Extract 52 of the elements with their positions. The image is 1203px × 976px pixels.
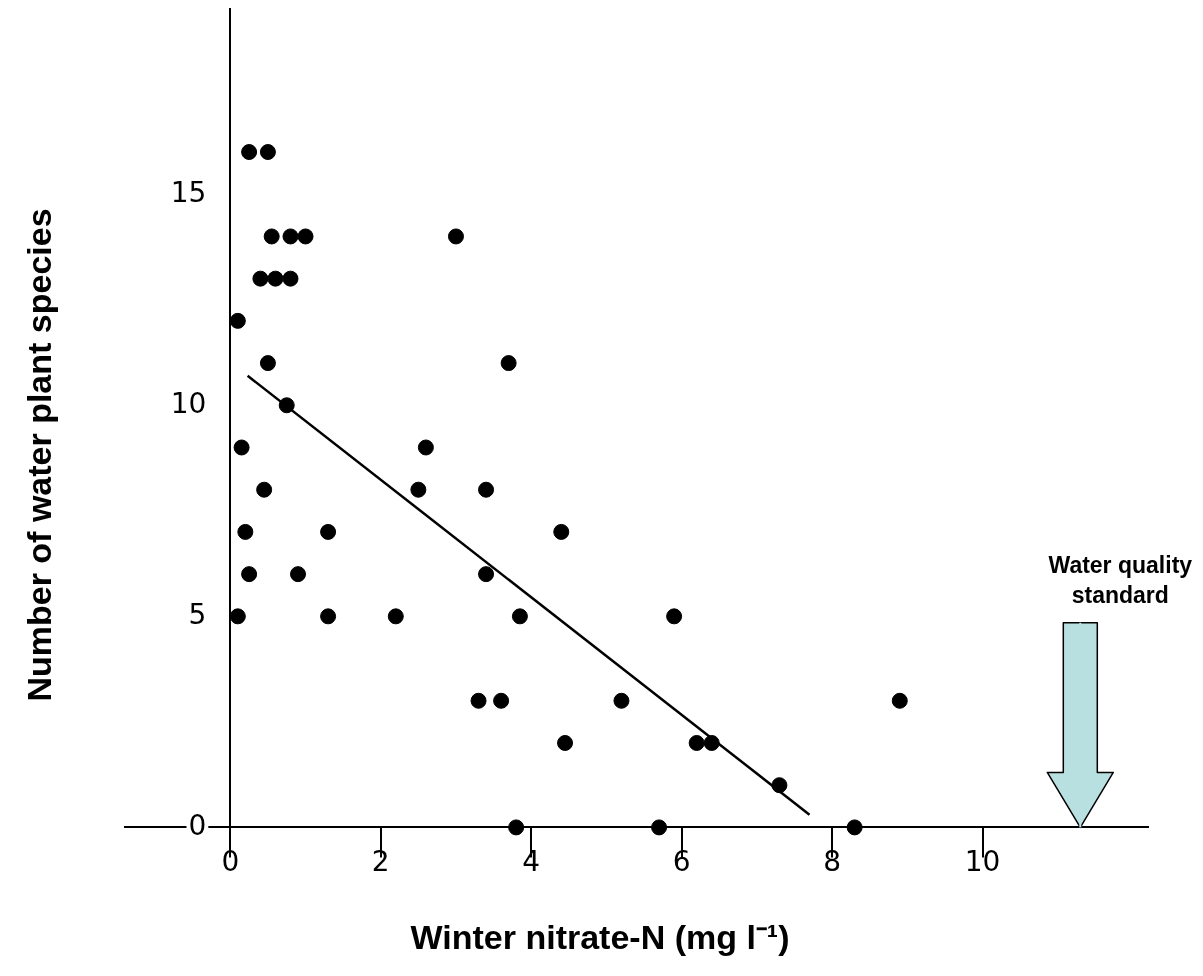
- x-tick-label: 8: [823, 845, 841, 879]
- point: [651, 819, 668, 836]
- point: [263, 228, 280, 245]
- y-tick-label: 5: [188, 597, 207, 631]
- point: [470, 692, 487, 709]
- x-tick-label: 10: [964, 845, 1001, 879]
- point: [557, 734, 574, 751]
- x-tick-label: 2: [371, 845, 390, 879]
- point: [320, 523, 337, 540]
- y-tick-label: 10: [170, 386, 207, 420]
- point: [259, 355, 276, 372]
- point: [282, 228, 299, 245]
- point: [553, 523, 570, 540]
- point: [417, 439, 434, 456]
- point: [387, 608, 404, 625]
- point: [613, 692, 630, 709]
- point: [297, 228, 314, 245]
- y-tick-label: 0: [188, 808, 207, 842]
- point: [478, 481, 495, 498]
- ref-line-label: Water quality standard: [1048, 551, 1193, 608]
- point: [493, 692, 510, 709]
- point: [771, 777, 788, 794]
- point: [703, 734, 720, 751]
- point: [666, 608, 683, 625]
- point: [241, 566, 258, 583]
- point: [447, 228, 464, 245]
- point: [688, 734, 705, 751]
- x-tick-label: 6: [672, 845, 691, 879]
- x-tick-label: 0: [221, 845, 240, 879]
- point: [511, 608, 528, 625]
- point: [241, 144, 258, 161]
- point: [259, 144, 276, 161]
- y-tick-label: 15: [170, 175, 207, 209]
- point: [846, 819, 863, 836]
- point: [278, 397, 295, 414]
- point: [500, 355, 517, 372]
- point: [891, 692, 908, 709]
- point: [478, 566, 495, 583]
- point: [237, 523, 254, 540]
- y-axis-title: Number of water plant species: [20, 208, 59, 702]
- point: [233, 439, 250, 456]
- point: [508, 819, 525, 836]
- point: [410, 481, 427, 498]
- point: [282, 270, 299, 287]
- point: [229, 608, 246, 625]
- point: [229, 312, 246, 329]
- point: [256, 481, 273, 498]
- point: [252, 270, 269, 287]
- point: [267, 270, 284, 287]
- point: [290, 566, 307, 583]
- point: [320, 608, 337, 625]
- x-axis-title: Winter nitrate-N (mg l⁻¹): [410, 918, 790, 957]
